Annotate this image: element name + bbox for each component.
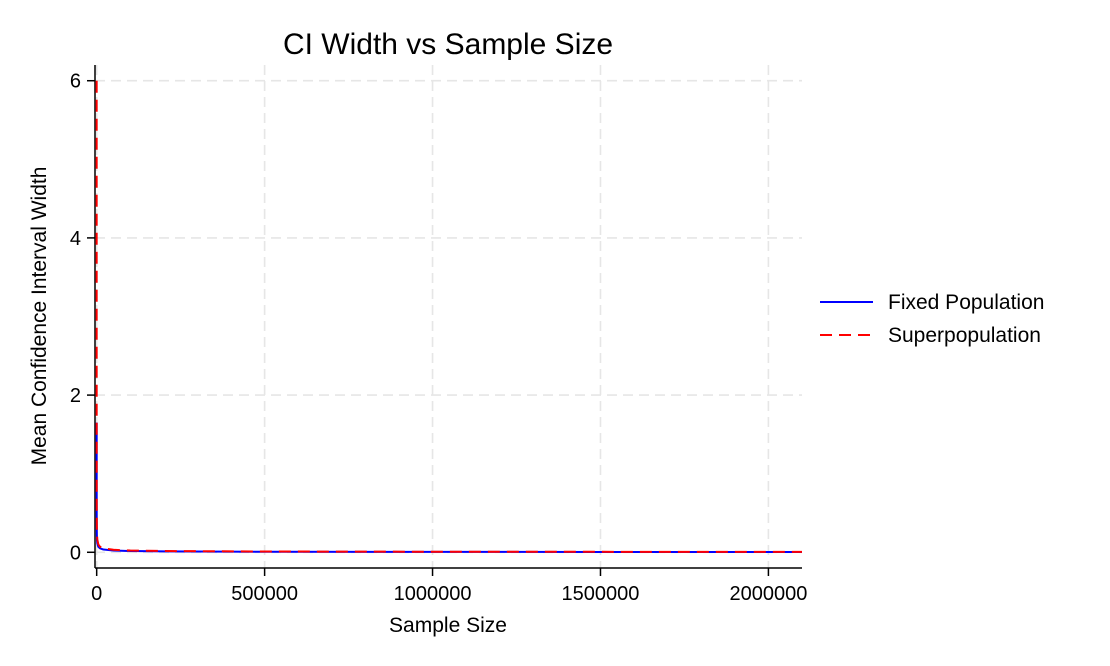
legend: Fixed Population Superpopulation (820, 291, 1044, 347)
x-tick-label: 1500000 (562, 583, 640, 605)
chart-title: CI Width vs Sample Size (283, 28, 613, 61)
y-tick-label: 2 (70, 385, 81, 407)
y-tick-label: 4 (70, 228, 81, 250)
y-tick-label: 0 (70, 542, 81, 564)
series-lines (95, 80, 803, 554)
series-line-superpopulation (95, 80, 803, 553)
grid-lines (95, 65, 802, 568)
series-line-fixed-population (95, 422, 803, 554)
x-axis-title: Sample Size (389, 614, 507, 637)
y-tick-label: 6 (70, 71, 81, 93)
x-axis-ticks: 0 500000 1000000 1500000 2000000 (91, 568, 807, 605)
x-tick-label: 500000 (231, 583, 298, 605)
y-axis-title: Mean Confidence Interval Width (28, 167, 51, 466)
x-tick-label: 1000000 (394, 583, 472, 605)
x-tick-label: 0 (91, 583, 102, 605)
legend-label: Superpopulation (888, 324, 1041, 347)
y-axis-ticks: 0 2 4 6 (70, 71, 95, 564)
x-tick-label: 2000000 (729, 583, 807, 605)
legend-label: Fixed Population (888, 291, 1044, 314)
